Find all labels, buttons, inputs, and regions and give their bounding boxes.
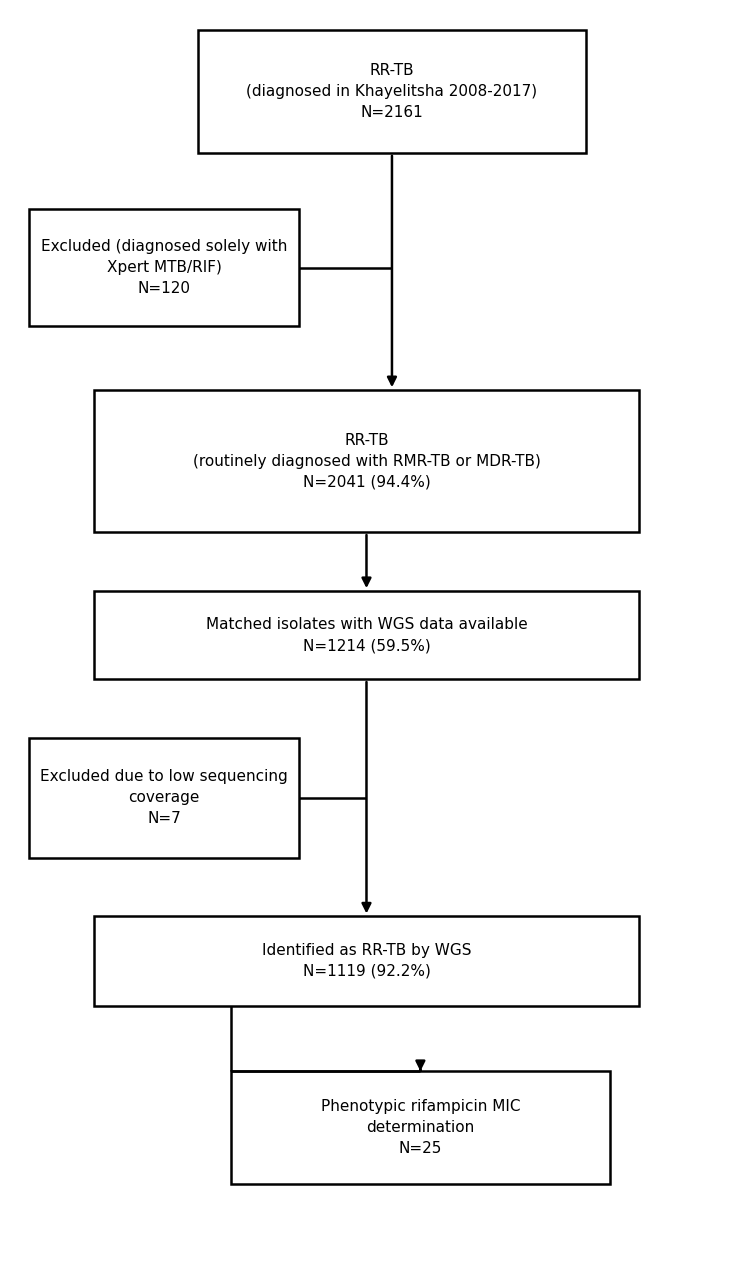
Bar (94, 916, 640, 1006)
Bar (29, 739, 300, 858)
Bar (94, 591, 640, 680)
Text: Matched isolates with WGS data available
N=1214 (59.5%): Matched isolates with WGS data available… (205, 617, 527, 653)
Text: Identified as RR-TB by WGS
N=1119 (92.2%): Identified as RR-TB by WGS N=1119 (92.2%… (262, 943, 471, 979)
Bar (198, 31, 586, 152)
Text: RR-TB
(routinely diagnosed with RMR-TB or MDR-TB)
N=2041 (94.4%): RR-TB (routinely diagnosed with RMR-TB o… (192, 433, 540, 490)
Text: Phenotypic rifampicin MIC
determination
N=25: Phenotypic rifampicin MIC determination … (321, 1100, 520, 1156)
Bar (94, 390, 640, 532)
Bar (29, 209, 300, 326)
Text: Excluded (diagnosed solely with
Xpert MTB/RIF)
N=120: Excluded (diagnosed solely with Xpert MT… (41, 239, 287, 296)
Bar (231, 1071, 610, 1184)
Text: Excluded due to low sequencing
coverage
N=7: Excluded due to low sequencing coverage … (40, 769, 288, 827)
Text: RR-TB
(diagnosed in Khayelitsha 2008-2017)
N=2161: RR-TB (diagnosed in Khayelitsha 2008-201… (246, 63, 537, 120)
